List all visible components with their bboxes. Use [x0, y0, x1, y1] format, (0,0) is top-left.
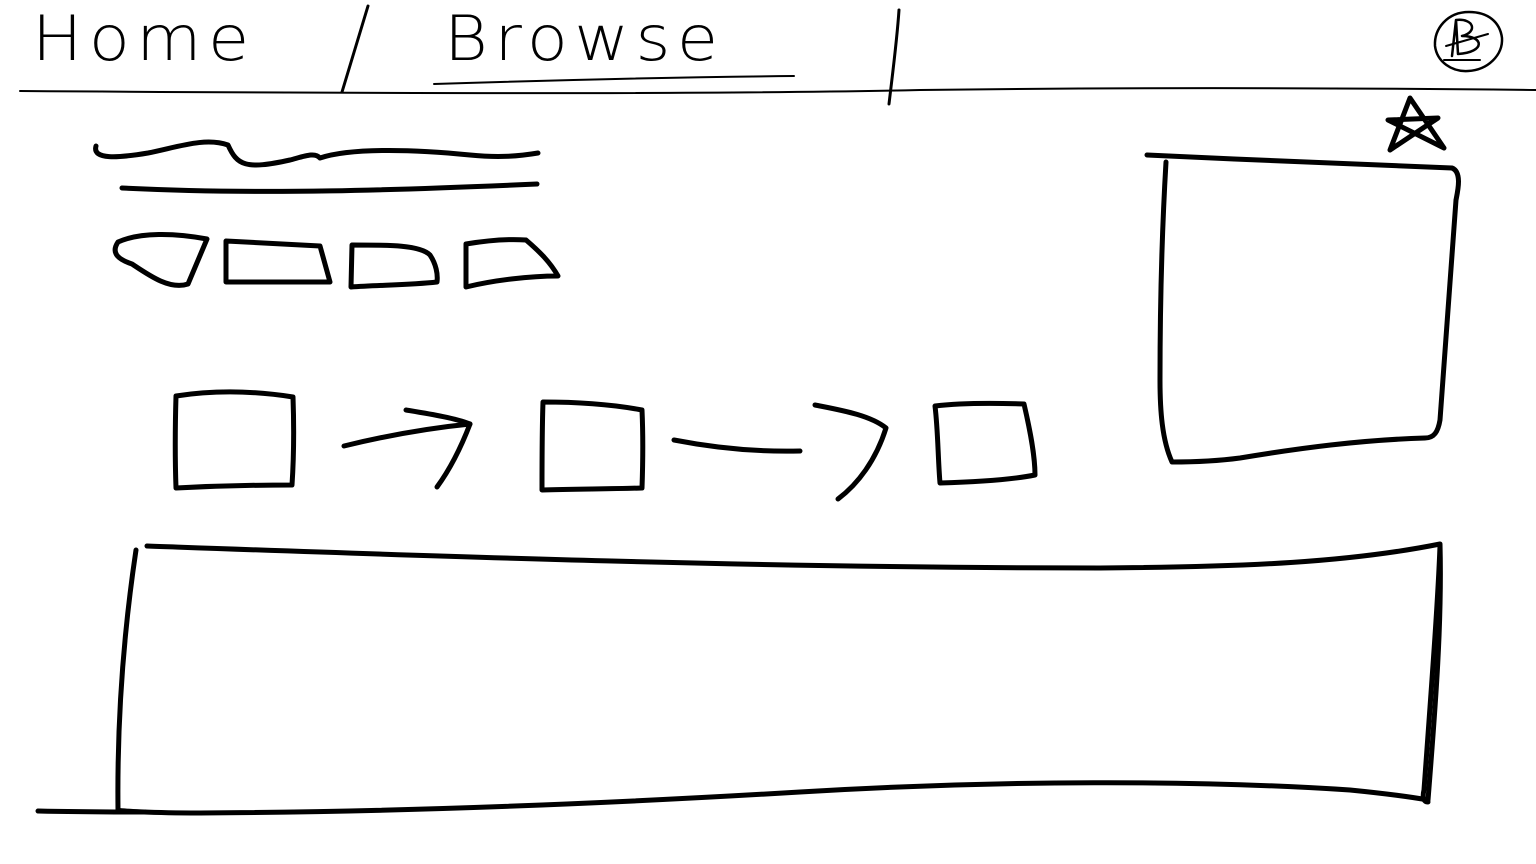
nav-separator: [340, 4, 370, 94]
nav-home-link[interactable]: Home: [32, 2, 256, 75]
nav-browse-underline: [433, 75, 795, 85]
tab-button-4[interactable]: [463, 237, 561, 290]
flow-step-2[interactable]: [539, 399, 646, 493]
flow-step-3[interactable]: [932, 400, 1038, 486]
content-area-edge: [1420, 543, 1443, 805]
user-avatar-icon[interactable]: [1433, 10, 1504, 73]
bottom-baseline: [35, 808, 148, 815]
tab-button-3[interactable]: [348, 242, 440, 290]
arrow-right-icon: [341, 407, 473, 490]
nav-end-divider: [887, 8, 901, 106]
tab-button-2[interactable]: [223, 238, 333, 285]
header-divider: [19, 87, 1536, 95]
flow-step-1[interactable]: [172, 389, 297, 491]
tab-button-1[interactable]: [112, 232, 210, 288]
nav-browse-link[interactable]: Browse: [444, 2, 725, 75]
page-title: [93, 139, 541, 168]
image-placeholder: [1144, 152, 1461, 465]
star-icon[interactable]: [1385, 95, 1447, 153]
content-area: [115, 541, 1443, 816]
arrow-right-icon: [671, 402, 889, 502]
page-subtitle: [119, 181, 540, 194]
